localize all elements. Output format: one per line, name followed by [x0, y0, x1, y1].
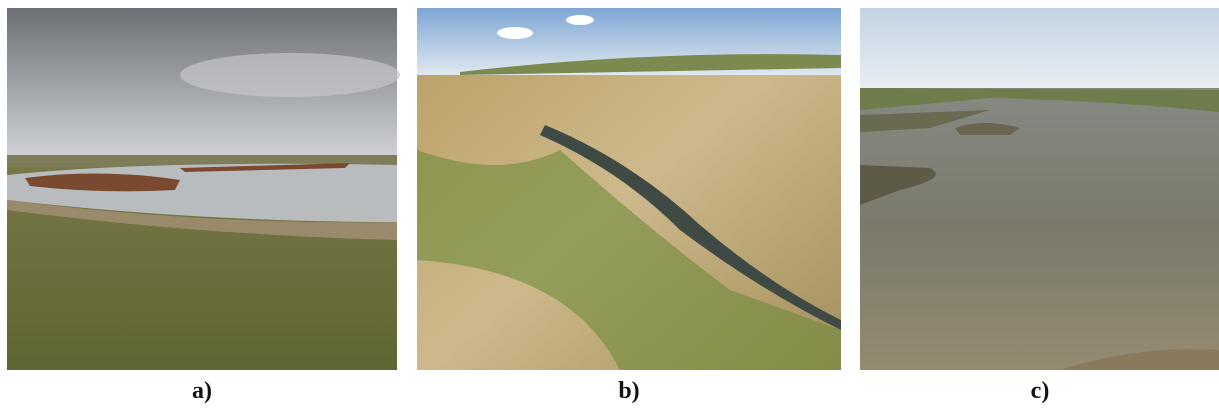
photo-a	[7, 8, 400, 370]
caption: c)	[1031, 378, 1050, 404]
caption: b)	[618, 378, 639, 404]
photo-c	[860, 8, 1219, 370]
photo-b	[417, 8, 841, 370]
caption: a)	[192, 378, 212, 404]
